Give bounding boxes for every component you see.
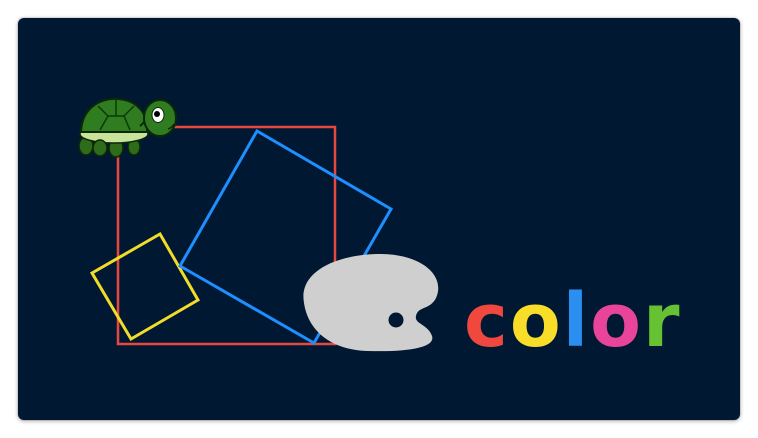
drawing-canvas: color xyxy=(78,97,680,364)
word-letter-c: c xyxy=(464,278,508,364)
word-letter-o-2: o xyxy=(590,278,641,364)
color-word: color xyxy=(464,278,680,364)
word-letter-o: o xyxy=(510,278,561,364)
paint-palette-icon xyxy=(303,254,439,352)
blue-square xyxy=(177,128,394,346)
word-letter-l: l xyxy=(563,278,588,364)
turtle-icon xyxy=(78,97,177,158)
word-letter-r: r xyxy=(643,278,680,364)
drawing-stage: color xyxy=(18,18,740,420)
red-square xyxy=(116,125,337,346)
yellow-square xyxy=(89,231,201,342)
